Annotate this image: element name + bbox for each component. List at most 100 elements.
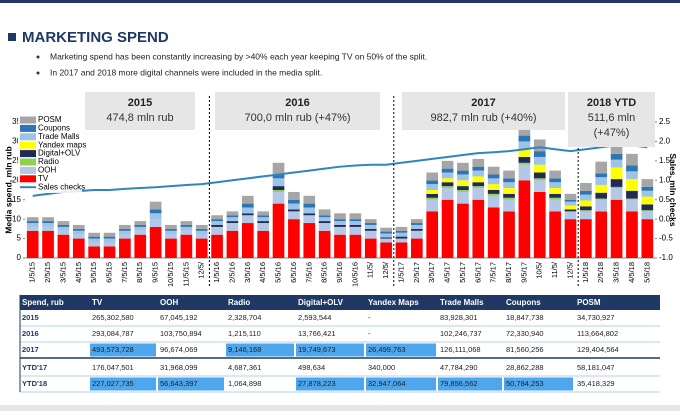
bar-segment bbox=[626, 199, 638, 212]
bar-segment bbox=[272, 190, 285, 192]
table-cell: 34,730,927 bbox=[577, 313, 615, 322]
bar-segment bbox=[487, 166, 500, 175]
cell-highlight bbox=[438, 377, 502, 391]
bullet: Marketing spend has been constantly incr… bbox=[50, 51, 427, 61]
table-cell: - bbox=[368, 329, 371, 338]
y-tick-label: 5 bbox=[17, 234, 22, 243]
bar-segment bbox=[165, 228, 177, 231]
y2-tick-label: 0.5 bbox=[659, 195, 671, 204]
bar-segment bbox=[195, 224, 208, 229]
x-tick-label: 11/5/ bbox=[550, 261, 559, 278]
legend-label: Digital+OLV bbox=[38, 149, 81, 158]
bar-segment bbox=[626, 190, 638, 199]
x-tick-label: 7/5/15 bbox=[120, 262, 129, 283]
bar-segment bbox=[426, 211, 439, 258]
y2-tick-label: 2.0 bbox=[659, 137, 671, 146]
bar-segment bbox=[334, 221, 346, 225]
bar-segment bbox=[564, 219, 577, 258]
table-cell: 9,146,168 bbox=[228, 345, 261, 354]
bar-segment bbox=[580, 206, 592, 211]
x-tick-label: 4/5/18 bbox=[627, 262, 636, 283]
annotation-title: 2015 bbox=[128, 97, 152, 109]
table-cell: 1,215,110 bbox=[228, 329, 261, 338]
bar-segment bbox=[180, 230, 193, 235]
x-tick-label: 8/5/17 bbox=[504, 262, 513, 283]
bar-segment bbox=[364, 238, 377, 258]
bar-segment bbox=[503, 199, 515, 212]
bar-segment bbox=[26, 226, 39, 231]
bar-segment bbox=[518, 162, 531, 165]
bar-segment bbox=[380, 242, 392, 258]
bar-segment bbox=[426, 193, 439, 198]
bar-segment bbox=[241, 223, 254, 258]
bar-segment bbox=[549, 178, 561, 183]
bar-segment bbox=[119, 238, 131, 258]
bar-segment bbox=[288, 203, 300, 210]
bar-segment bbox=[288, 211, 300, 220]
x-tick-label: 6/5/15 bbox=[104, 262, 113, 283]
bar-segment bbox=[564, 205, 577, 210]
bar-segment bbox=[149, 201, 162, 210]
table-cell: 102,246,737 bbox=[440, 329, 482, 338]
x-tick-label: 2/5/15 bbox=[43, 262, 52, 283]
bar-segment bbox=[241, 215, 254, 224]
annotation-text: (+47%) bbox=[594, 127, 630, 139]
bar-segment bbox=[241, 213, 254, 216]
bar-segment bbox=[610, 167, 623, 180]
legend-label: TV bbox=[38, 174, 49, 183]
bar-segment bbox=[195, 228, 208, 231]
bar-segment bbox=[580, 194, 592, 201]
bar-segment bbox=[26, 223, 39, 227]
x-tick-label: 7/5/16 bbox=[304, 262, 313, 283]
bar-segment bbox=[349, 226, 362, 235]
annotation-box bbox=[402, 92, 565, 130]
y2-tick-label: 0.0 bbox=[659, 214, 671, 223]
table-cell: 103,750,894 bbox=[160, 329, 202, 338]
x-tick-label: 1/5/18 bbox=[581, 262, 590, 283]
bar-segment bbox=[564, 209, 577, 212]
x-tick-label: 5/5/17 bbox=[458, 262, 467, 283]
bar-segment bbox=[549, 197, 561, 200]
y2-tick-label: -0.5 bbox=[659, 234, 673, 243]
bar-segment bbox=[257, 217, 270, 222]
bar-segment bbox=[349, 221, 362, 225]
bar-segment bbox=[549, 193, 561, 198]
row-header: YTD'18 bbox=[22, 379, 47, 388]
row-header: 2017 bbox=[22, 345, 39, 354]
bar-segment bbox=[595, 173, 608, 178]
bar-segment bbox=[426, 199, 439, 212]
bar-segment bbox=[195, 230, 208, 235]
x-tick-label: 4/5/17 bbox=[443, 262, 452, 283]
bar-segment bbox=[472, 170, 485, 177]
y-tick-label: 25 bbox=[12, 156, 21, 165]
bar-segment bbox=[503, 182, 515, 189]
bar-segment bbox=[72, 238, 85, 258]
bar-segment bbox=[641, 186, 654, 191]
bar-segment bbox=[472, 188, 485, 200]
bar-segment bbox=[119, 224, 131, 229]
table-cell: 227,027,735 bbox=[92, 379, 134, 388]
table-header: Yandex Maps bbox=[368, 298, 419, 307]
bar-segment bbox=[626, 179, 638, 191]
cell-highlight bbox=[366, 377, 436, 391]
bar-segment bbox=[380, 237, 392, 239]
table-cell: 58,181,047 bbox=[577, 363, 615, 372]
bar-segment bbox=[257, 223, 270, 231]
x-tick-label: 12/5/ bbox=[565, 261, 574, 279]
bar-segment bbox=[72, 228, 85, 231]
legend-swatch bbox=[20, 141, 36, 149]
bar-segment bbox=[165, 230, 177, 235]
table-header: TV bbox=[92, 298, 103, 307]
bar-segment bbox=[180, 221, 193, 225]
bar-segment bbox=[441, 160, 454, 169]
y-tick-label: 30 bbox=[12, 137, 21, 146]
bar-segment bbox=[641, 196, 654, 205]
bar-segment bbox=[441, 178, 454, 183]
cell-highlight bbox=[366, 343, 436, 357]
bar-segment bbox=[226, 211, 239, 216]
top-stripe bbox=[0, 0, 680, 3]
table-header-bg bbox=[20, 295, 660, 310]
bar-segment bbox=[457, 203, 469, 258]
bar-segment bbox=[26, 230, 39, 258]
x-tick-label: 7/5/17 bbox=[489, 262, 498, 283]
